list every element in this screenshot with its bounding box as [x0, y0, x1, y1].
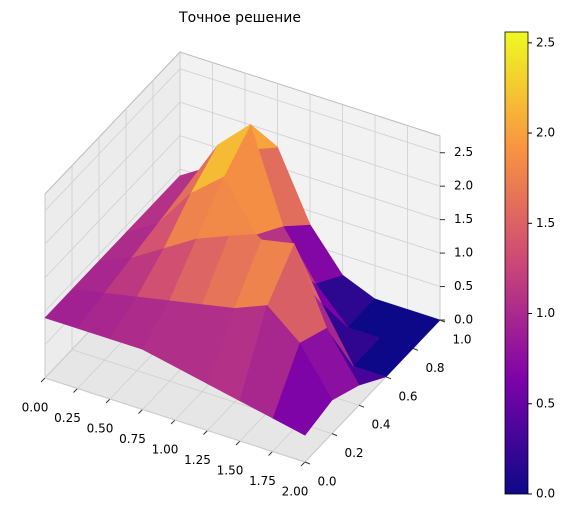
colorbar — [504, 31, 529, 495]
colorbar-tick-label: 2.5 — [536, 35, 555, 49]
x-tick-label: 2.00 — [282, 485, 309, 499]
x-tick-label: 0.75 — [119, 432, 146, 446]
grid-line — [179, 68, 441, 154]
x-tick-label: 1.75 — [249, 474, 276, 488]
x-tick — [235, 440, 241, 446]
chart-title: Точное решение — [178, 10, 301, 26]
y-tick-label: 0.6 — [398, 389, 417, 403]
z-tick-label: 0.0 — [454, 313, 473, 327]
y-tick-label: 0.0 — [317, 475, 336, 489]
z-tick-label: 1.0 — [454, 246, 473, 260]
x-tick-label: 0.00 — [22, 401, 49, 415]
surface-cell — [239, 304, 300, 419]
x-tick-label: 1.00 — [152, 443, 179, 457]
y-tick — [331, 433, 338, 437]
z-tick-label: 2.0 — [454, 179, 473, 193]
grid-line — [44, 68, 181, 212]
x-tick-label: 0.25 — [54, 411, 81, 425]
x-tick — [105, 398, 111, 404]
y-tick — [385, 376, 392, 380]
y-tick — [304, 461, 311, 465]
colorbar-tick-label: 0.5 — [536, 396, 555, 410]
colorbar-tick-label: 1.5 — [536, 216, 555, 230]
y-tick-label: 1.0 — [452, 333, 471, 347]
y-tick-label: 0.2 — [344, 446, 363, 460]
z-tick-label: 2.5 — [454, 145, 473, 159]
y-tick-label: 0.4 — [371, 418, 390, 432]
grid-line — [44, 101, 181, 245]
y-tick — [358, 404, 365, 408]
x-tick-label: 1.50 — [217, 464, 244, 478]
y-tick-label: 0.8 — [425, 361, 444, 375]
x-tick-label: 1.25 — [184, 453, 211, 467]
x-tick — [170, 419, 176, 425]
grid-line — [44, 377, 306, 463]
colorbar-tick-label: 0.0 — [536, 487, 555, 501]
colorbar-tick-label: 1.0 — [536, 306, 555, 320]
grid-line — [44, 168, 181, 312]
x-tick — [73, 388, 78, 393]
grid-line — [44, 135, 181, 278]
grid-line — [179, 101, 441, 187]
x-tick — [138, 409, 143, 414]
x-tick — [300, 461, 306, 467]
x-tick — [40, 377, 46, 383]
x-tick-label: 0.50 — [87, 422, 114, 436]
y-tick — [412, 347, 419, 351]
z-tick-label: 0.5 — [454, 279, 473, 293]
x-tick — [268, 451, 273, 456]
x-tick — [203, 430, 208, 435]
colorbar-tick-label: 2.0 — [536, 126, 555, 140]
z-tick-label: 1.5 — [454, 212, 473, 226]
